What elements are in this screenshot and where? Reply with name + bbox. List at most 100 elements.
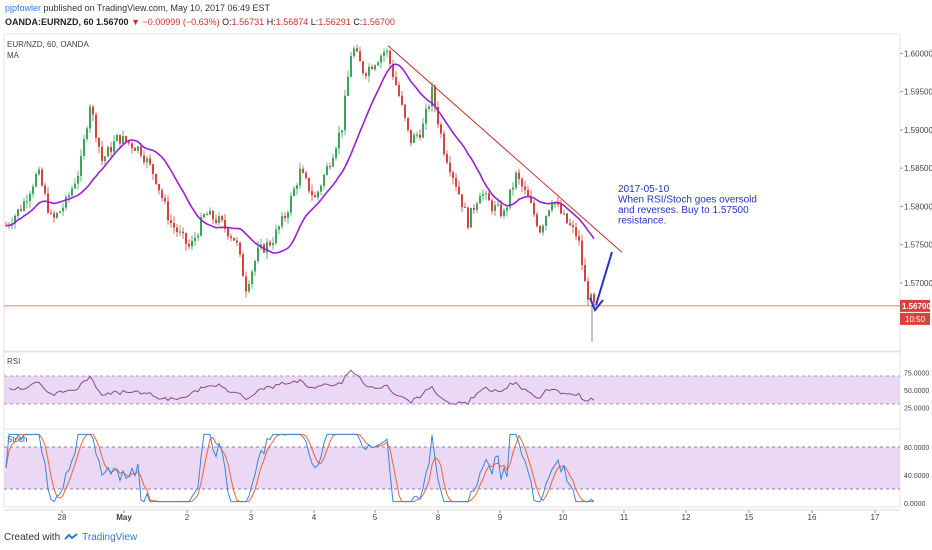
candle-body (80, 155, 82, 176)
candle-body (287, 212, 289, 218)
candle-body (584, 265, 586, 282)
moving-average-line (5, 63, 595, 254)
candle-body (542, 225, 544, 233)
candle-body (479, 196, 481, 204)
candle-body (398, 85, 400, 96)
candle-body (518, 172, 520, 180)
x-tick-label: 5 (373, 513, 378, 522)
tradingview-logo-icon (64, 532, 78, 540)
candle-body (248, 283, 250, 292)
candle-body (326, 166, 328, 175)
tradingview-link[interactable]: TradingView (82, 532, 138, 543)
candle-body (497, 204, 499, 206)
candle-body (338, 132, 340, 149)
candle-body (179, 231, 181, 233)
candle-body (14, 215, 16, 224)
candle-body (404, 104, 406, 118)
candle-body (83, 139, 85, 156)
ohlc-high: 1.56874 (275, 17, 309, 27)
candle-body (305, 172, 307, 178)
candle-body (215, 219, 217, 223)
candle-body (170, 220, 172, 224)
candle-body (206, 214, 208, 216)
candle-body (89, 106, 91, 129)
candle-body (362, 61, 364, 74)
candle-body (128, 141, 130, 144)
chart-area[interactable]: 28 May 2 3 4 5 8 9 10 11 12 15 16 17 1.60000 1.59500 1.5… (0, 30, 932, 530)
candle-body (20, 209, 22, 211)
candle-body (194, 237, 196, 241)
candle-body (74, 183, 76, 189)
symbol-info: OANDA:EURNZD, 60 1.56700 ▼ −0.00999 (−0.… (5, 17, 395, 27)
candle-body (344, 95, 346, 131)
last-price: 1.56700 (96, 17, 129, 27)
x-tick-label: 10 (559, 513, 568, 522)
candle-body (419, 134, 421, 138)
candle-body (110, 147, 112, 152)
candle-body (431, 86, 433, 107)
candle-body (266, 242, 268, 253)
candle-body (482, 194, 484, 197)
candle-body (149, 158, 151, 165)
candle-body (191, 240, 193, 247)
footer: Created with TradingView (4, 532, 137, 543)
author-link[interactable]: pjpfowler (5, 3, 42, 13)
ohlc-low: 1.56291 (318, 17, 351, 27)
candle-body (233, 237, 235, 241)
candle-body (452, 172, 454, 178)
x-tick-label: 2 (185, 513, 190, 522)
candle-body (164, 197, 166, 202)
candle-body (332, 157, 334, 167)
candle-body (230, 236, 232, 238)
countdown-tag (900, 312, 930, 325)
candle-body (539, 226, 541, 233)
candle-body (416, 134, 418, 136)
candle-body (173, 223, 175, 228)
candle-body (101, 146, 103, 162)
candle-body (50, 212, 52, 214)
rsi-tick-label: 50.0000 (904, 388, 929, 395)
candle-body (68, 195, 70, 197)
candle-body (5, 225, 7, 227)
candle-body (413, 134, 415, 144)
trendline (387, 45, 623, 253)
candle-body (236, 240, 238, 243)
candle-body (38, 169, 40, 175)
candle-body (389, 50, 391, 64)
candle-body (113, 141, 115, 152)
rsi-line (8, 369, 595, 406)
candle-body (470, 207, 472, 228)
candle-body (401, 95, 403, 105)
candle-body (122, 136, 124, 144)
candle-body (557, 203, 559, 205)
annotation-text: resistance. (618, 216, 666, 227)
stoch-tick-label: 0.0000 (904, 501, 926, 508)
candle-body (218, 216, 220, 223)
candle-body (449, 162, 451, 173)
candle-body (47, 193, 49, 213)
countdown-label: 10:50 (905, 315, 926, 324)
candle-body (137, 146, 139, 151)
publish-text: published on TradingView.com, May 10, 20… (43, 3, 271, 13)
candle-body (62, 207, 64, 212)
candle-body (437, 106, 439, 125)
candle-body (107, 147, 109, 157)
candle-body (182, 231, 184, 234)
annotation-text: 2017-05-10 (618, 184, 670, 195)
candle-body (575, 227, 577, 237)
candle-body (446, 153, 448, 163)
candle-body (464, 207, 466, 209)
candle-body (563, 213, 565, 215)
ohlc-close: 1.56700 (362, 17, 395, 27)
candle-body (347, 76, 349, 96)
ohlc-open-label: O: (222, 17, 232, 27)
annotation-arrow (595, 251, 613, 306)
candle-body (434, 86, 436, 107)
candle-body (473, 207, 475, 210)
candle-body (185, 233, 187, 244)
candle-body (443, 133, 445, 154)
annotation-text: When RSI/Stoch goes oversold (618, 195, 757, 206)
ohlc-low-label: L: (310, 17, 319, 27)
candle-body (104, 156, 106, 162)
rsi-title: RSI (7, 357, 20, 366)
